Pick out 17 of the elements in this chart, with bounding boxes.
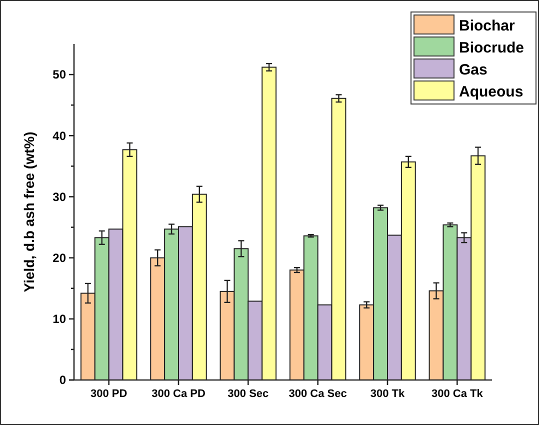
y-tick-label: 20 [52,251,66,266]
x-tick-label: 300 Ca Sec [288,388,347,400]
x-tick-label: 300 Tk [370,388,406,400]
y-tick-label: 30 [52,190,66,204]
legend-label: Aqueous [459,83,524,100]
x-tick-label: 300 PD [90,388,128,400]
x-tick-label: 300 Ca PD [152,388,206,400]
x-tick-label: 300 Sec [228,388,269,400]
y-tick-label: 40 [52,128,66,143]
x-tick-label: 300 Ca Tk [431,388,484,400]
y-axis-title: Yield, d.b ash free (wt%) [21,132,37,292]
legend-label: Gas [459,61,488,78]
legend-label: Biochar [459,17,516,34]
legend-label: Biocrude [459,39,524,56]
y-tick-label: 0 [59,373,66,388]
y-tick-label: 10 [52,312,66,326]
y-tick-label: 50 [52,68,66,82]
